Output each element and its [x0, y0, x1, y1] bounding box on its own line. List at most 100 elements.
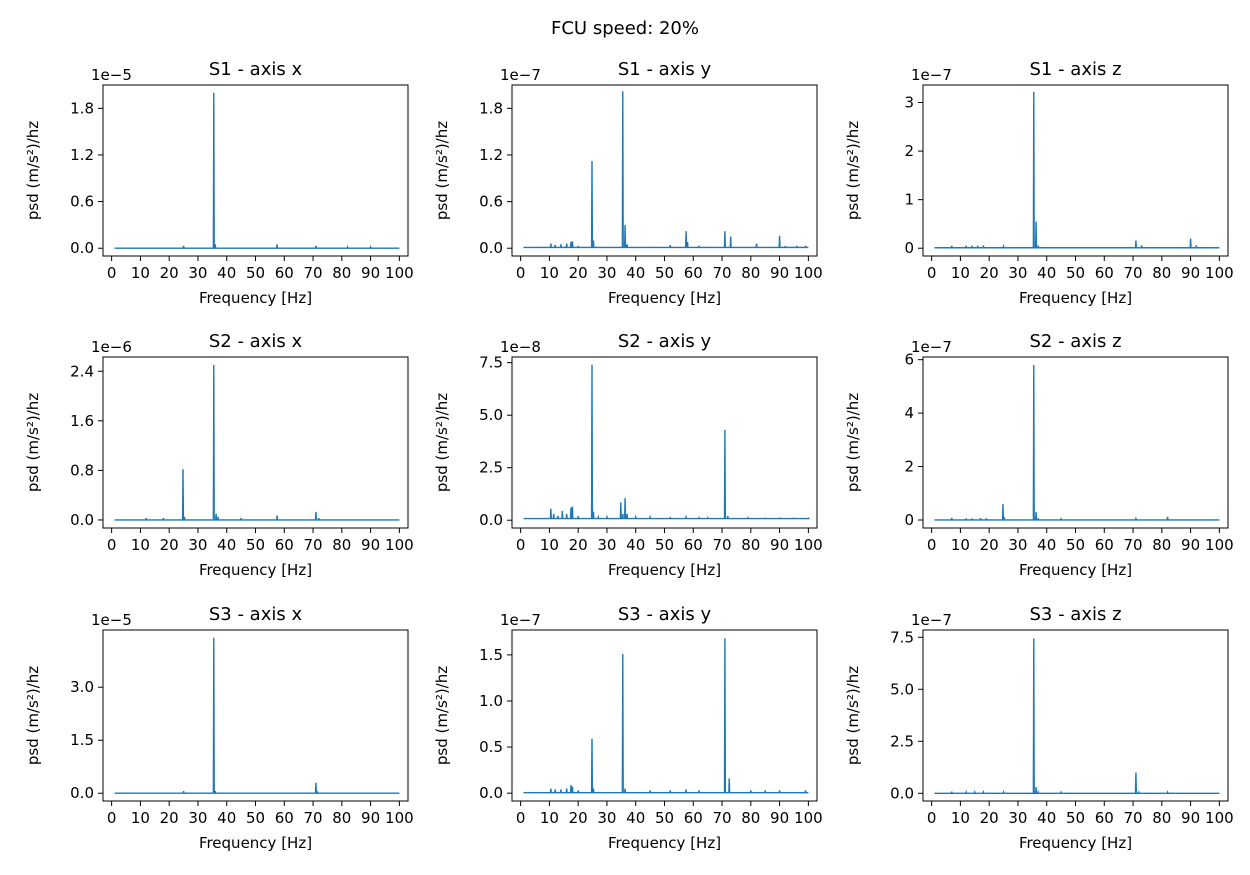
y-tick-label: 1.6: [70, 412, 94, 430]
x-tick-label: 40: [217, 536, 236, 554]
x-tick-label: 40: [626, 809, 645, 827]
x-tick-label: 70: [1124, 809, 1143, 827]
y-tick-label: 7.5: [890, 628, 914, 646]
subplot-title: S2 - axis y: [618, 331, 712, 352]
x-tick-label: 0: [107, 536, 117, 554]
x-tick-label: 10: [951, 536, 970, 554]
x-tick-label: 50: [246, 264, 265, 282]
y-tick-label: 0.0: [70, 784, 94, 802]
y-tick-label: 0: [904, 239, 914, 257]
x-tick-label: 60: [684, 264, 703, 282]
x-tick-label: 90: [361, 809, 380, 827]
x-tick-label: 70: [304, 536, 323, 554]
y-tick-label: 1.8: [479, 99, 503, 117]
x-axis-label: Frequency [Hz]: [608, 289, 721, 307]
psd-line: [523, 638, 809, 794]
x-axis-label: Frequency [Hz]: [199, 834, 312, 852]
x-tick-label: 60: [275, 809, 294, 827]
y-tick-label: 0.0: [70, 511, 94, 529]
psd-line: [934, 365, 1220, 521]
x-tick-label: 90: [770, 536, 789, 554]
x-tick-label: 10: [131, 536, 150, 554]
x-tick-label: 80: [741, 536, 760, 554]
x-tick-label: 20: [980, 809, 999, 827]
psd-line: [523, 91, 809, 249]
x-tick-label: 60: [1095, 536, 1114, 554]
y-tick-label: 5.0: [890, 680, 914, 698]
x-axis-label: Frequency [Hz]: [199, 561, 312, 579]
y-offset-text: 1e−8: [500, 338, 541, 356]
x-tick-label: 70: [1124, 264, 1143, 282]
subplot-4: 0 10 20 30 40 50 60 70 80 90 100 0.0 0.8 1.6 2.4 1e−6 S2…: [24, 331, 414, 579]
x-tick-label: 80: [332, 264, 351, 282]
y-axis-label: psd (m/s²)/hz: [24, 121, 42, 220]
psd-line: [114, 365, 400, 521]
x-tick-label: 30: [188, 809, 207, 827]
x-tick-label: 60: [1095, 809, 1114, 827]
subplot-title: S2 - axis x: [209, 331, 303, 352]
x-tick-label: 10: [131, 809, 150, 827]
y-tick-label: 0.0: [479, 511, 503, 529]
psd-line: [934, 638, 1220, 794]
subplot-2: 0 10 20 30 40 50 60 70 80 90 100 0.0 0.6 1.2 1.8 1e−7 S1…: [433, 59, 823, 307]
x-tick-label: 100: [794, 809, 823, 827]
y-tick-label: 2: [904, 142, 914, 160]
x-tick-label: 100: [385, 264, 414, 282]
x-tick-label: 70: [713, 264, 732, 282]
x-tick-label: 20: [980, 536, 999, 554]
subplot-title: S3 - axis z: [1029, 604, 1121, 625]
subplot-title: S1 - axis x: [209, 59, 303, 80]
x-tick-label: 90: [1181, 264, 1200, 282]
x-tick-label: 40: [1037, 809, 1056, 827]
x-tick-label: 0: [516, 536, 526, 554]
y-offset-text: 1e−7: [911, 338, 952, 356]
x-tick-label: 10: [540, 809, 559, 827]
y-tick-label: 0.5: [479, 738, 503, 756]
x-tick-label: 90: [1181, 536, 1200, 554]
y-offset-text: 1e−7: [500, 611, 541, 629]
y-tick-label: 5.0: [479, 406, 503, 424]
x-tick-label: 20: [980, 264, 999, 282]
x-tick-label: 100: [385, 536, 414, 554]
x-tick-label: 0: [927, 264, 937, 282]
x-tick-label: 90: [770, 809, 789, 827]
x-tick-label: 10: [540, 536, 559, 554]
y-tick-label: 0.0: [890, 784, 914, 802]
y-axis-label: psd (m/s²)/hz: [844, 121, 862, 220]
x-tick-label: 30: [1008, 536, 1027, 554]
y-tick-label: 2.5: [890, 732, 914, 750]
x-tick-label: 60: [684, 536, 703, 554]
x-tick-label: 30: [1008, 809, 1027, 827]
x-tick-label: 40: [626, 536, 645, 554]
y-tick-label: 0.6: [70, 193, 94, 211]
y-axis-label: psd (m/s²)/hz: [433, 666, 451, 765]
x-tick-label: 50: [246, 536, 265, 554]
x-tick-label: 10: [951, 264, 970, 282]
subplot-5: 0 10 20 30 40 50 60 70 80 90 100 0.0 2.5 5.0 7.51e−8 S2…: [433, 331, 823, 579]
y-tick-label: 2: [904, 458, 914, 476]
x-tick-label: 20: [160, 264, 179, 282]
x-axis-label: Frequency [Hz]: [199, 289, 312, 307]
x-tick-label: 90: [1181, 809, 1200, 827]
x-tick-label: 80: [1152, 809, 1171, 827]
x-tick-label: 0: [516, 264, 526, 282]
x-tick-label: 10: [131, 264, 150, 282]
x-tick-label: 20: [569, 264, 588, 282]
x-tick-label: 100: [1205, 809, 1234, 827]
y-axis-label: psd (m/s²)/hz: [24, 666, 42, 765]
y-tick-label: 2.4: [70, 362, 94, 380]
x-tick-label: 80: [741, 264, 760, 282]
x-tick-label: 60: [684, 809, 703, 827]
y-axis-label: psd (m/s²)/hz: [24, 393, 42, 492]
x-tick-label: 100: [385, 809, 414, 827]
x-tick-label: 30: [188, 536, 207, 554]
x-tick-label: 0: [107, 264, 117, 282]
y-tick-label: 0.6: [479, 193, 503, 211]
x-tick-label: 30: [1008, 264, 1027, 282]
x-tick-label: 20: [569, 536, 588, 554]
y-offset-text: 1e−7: [911, 611, 952, 629]
x-tick-label: 70: [304, 264, 323, 282]
y-offset-text: 1e−6: [91, 338, 132, 356]
